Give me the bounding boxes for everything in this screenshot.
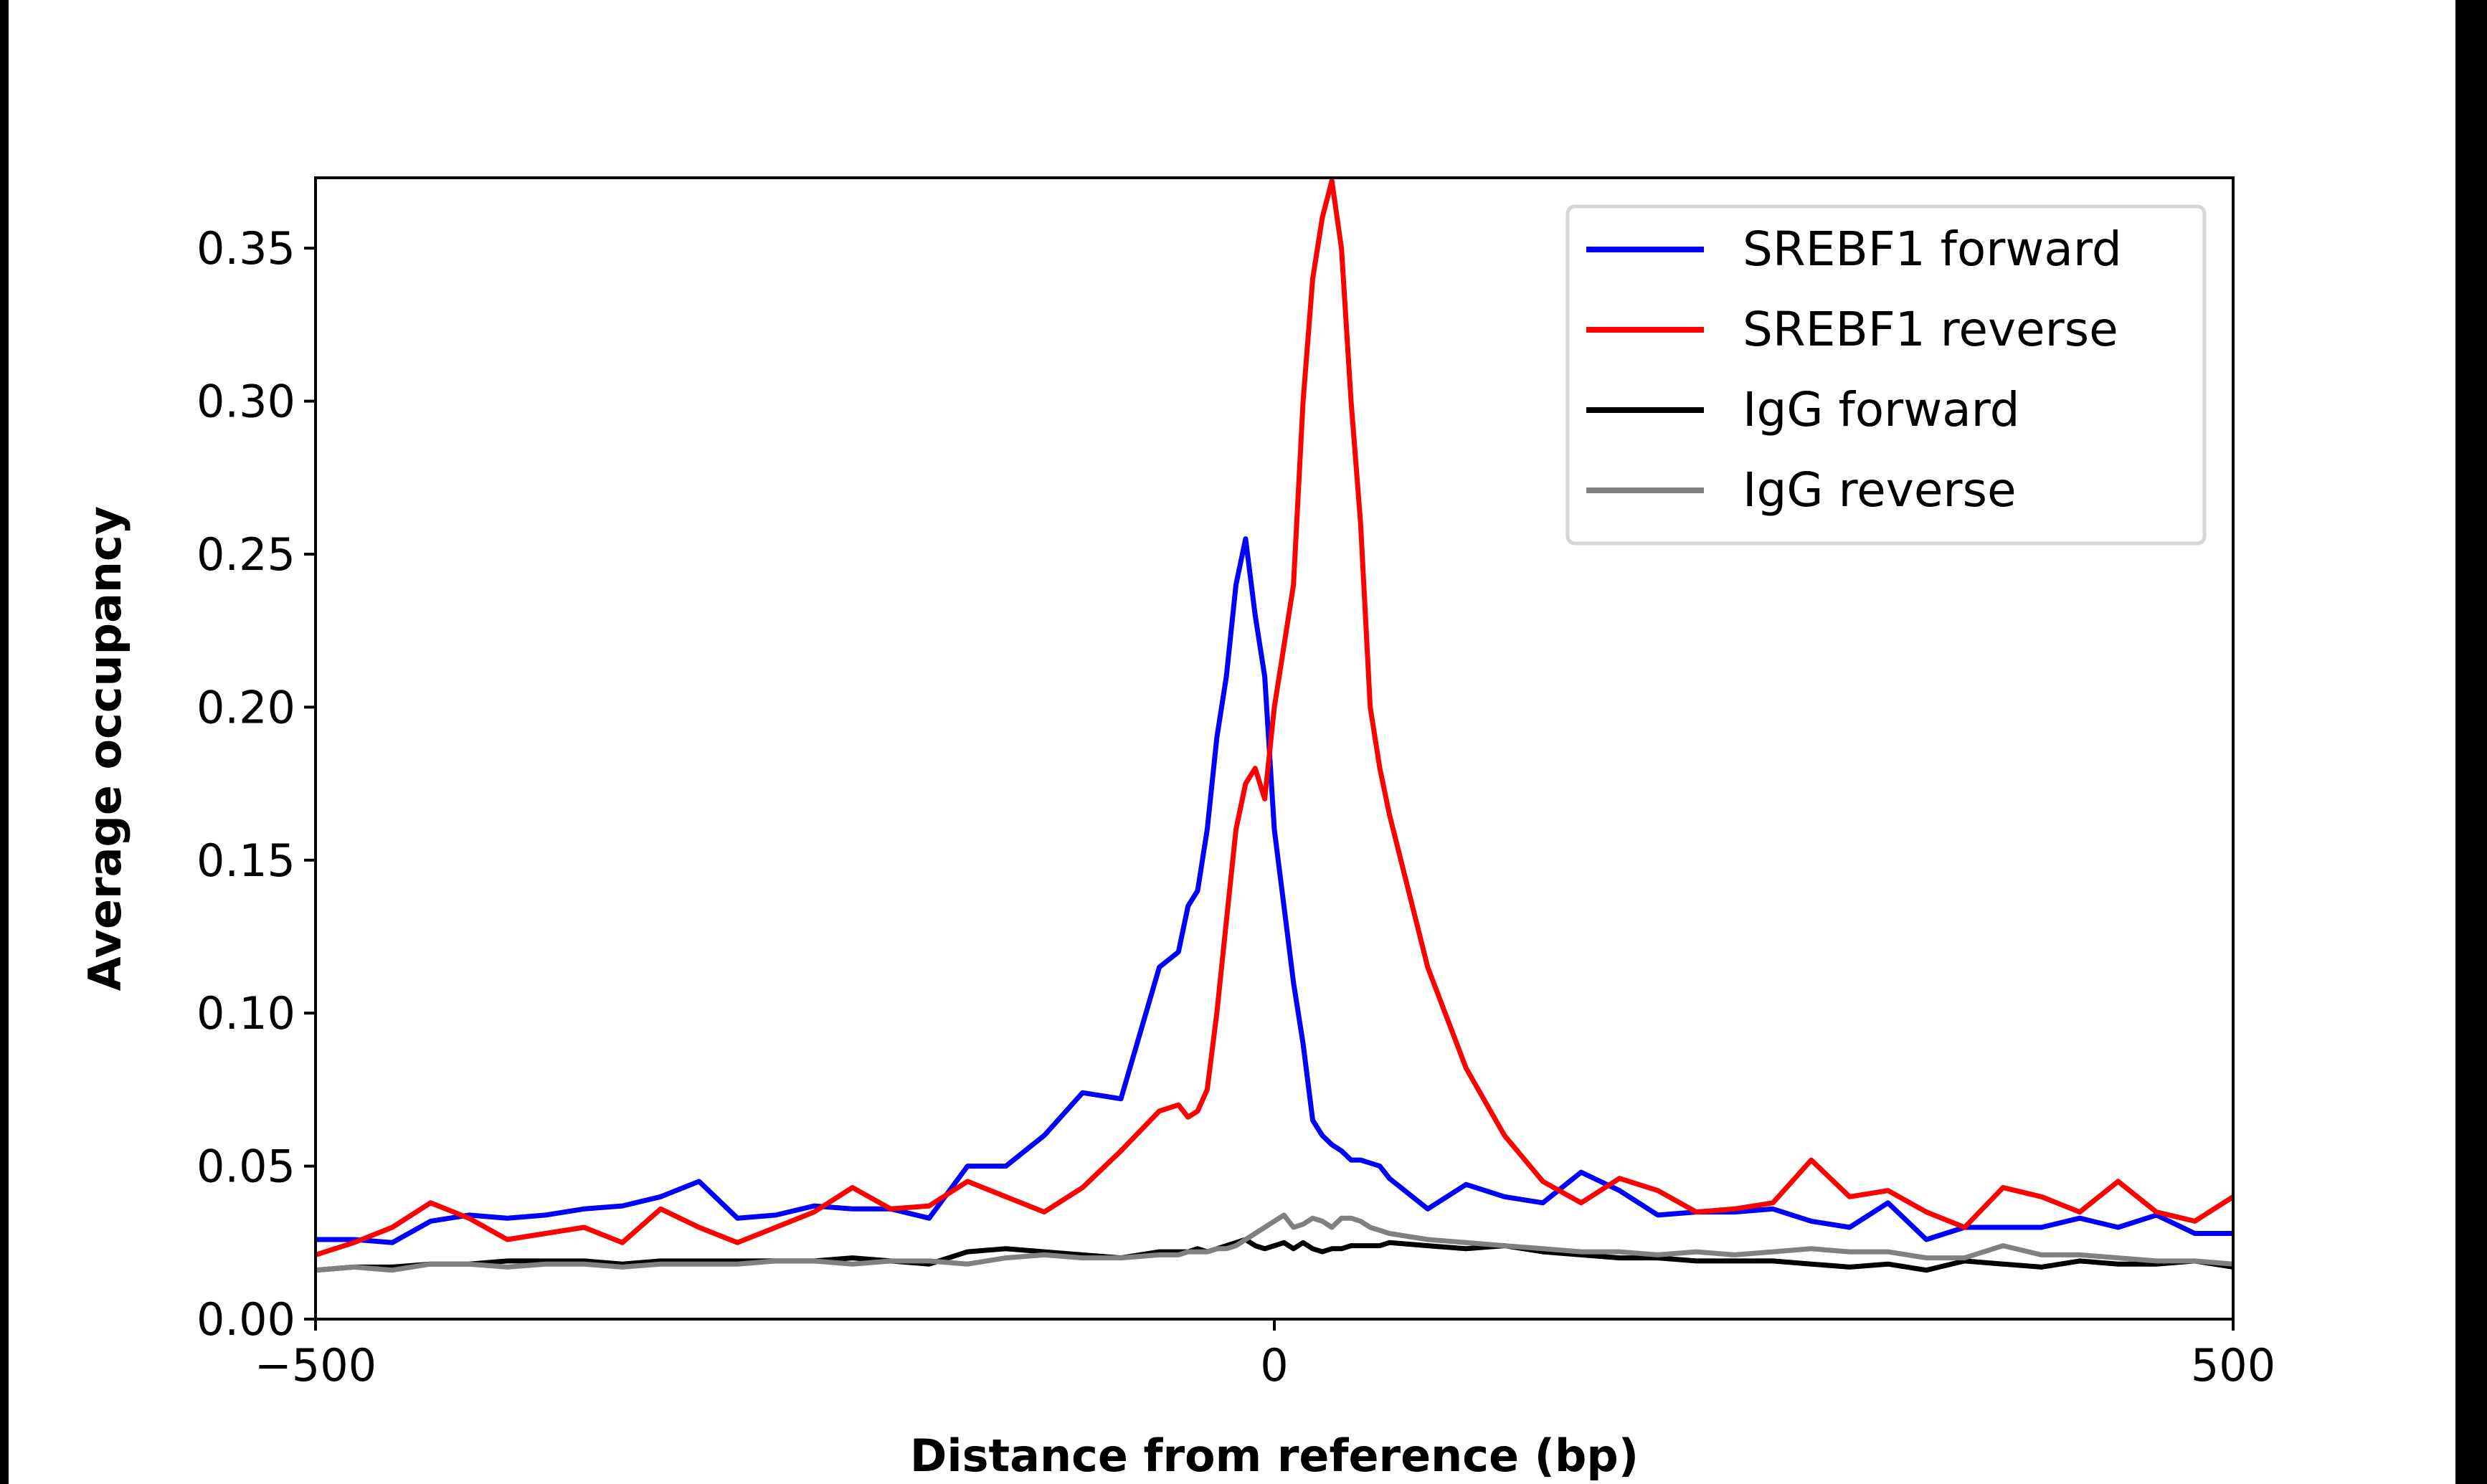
y-tick-label: 0.05 [196,1141,295,1193]
ticks-layer: −500 0 500 0.00 0.05 0.10 0.15 0.20 0.25 0.30 0.35 [196,222,2275,1392]
y-tick-label: 0.15 [196,834,295,887]
series-layer [314,178,2235,1273]
y-tick-label: 0.00 [196,1293,295,1346]
legend-box [1565,204,2207,546]
right-border [2455,0,2487,1484]
y-tick-label: 0.20 [196,681,295,733]
series-line-srebf1-forward [316,536,2233,1245]
series-line-igg-forward [315,1237,2234,1273]
series-line-igg-reverse [315,1212,2234,1273]
legend-label: IgG forward [1743,382,2020,437]
y-tick-label: 0.25 [196,528,295,581]
x-tick-label: 500 [2191,1339,2275,1392]
x-axis-label: Distance from reference (bp) [910,1430,1639,1482]
legend: SREBF1 forward SREBF1 reverse IgG forward I… [1565,204,2207,546]
legend-label: IgG reverse [1743,462,2017,518]
y-axis-label: Average occupancy [79,506,131,991]
legend-label: SREBF1 reverse [1743,302,2118,357]
legend-label: SREBF1 forward [1743,222,2122,277]
y-tick-label: 0.35 [196,222,295,275]
left-border [0,0,9,1484]
x-tick-label: −500 [255,1339,376,1392]
y-tick-label: 0.30 [196,376,295,428]
y-tick-label: 0.10 [196,987,295,1040]
x-tick-label: 0 [1260,1339,1288,1392]
series-line-srebf1-reverse [314,178,2235,1257]
